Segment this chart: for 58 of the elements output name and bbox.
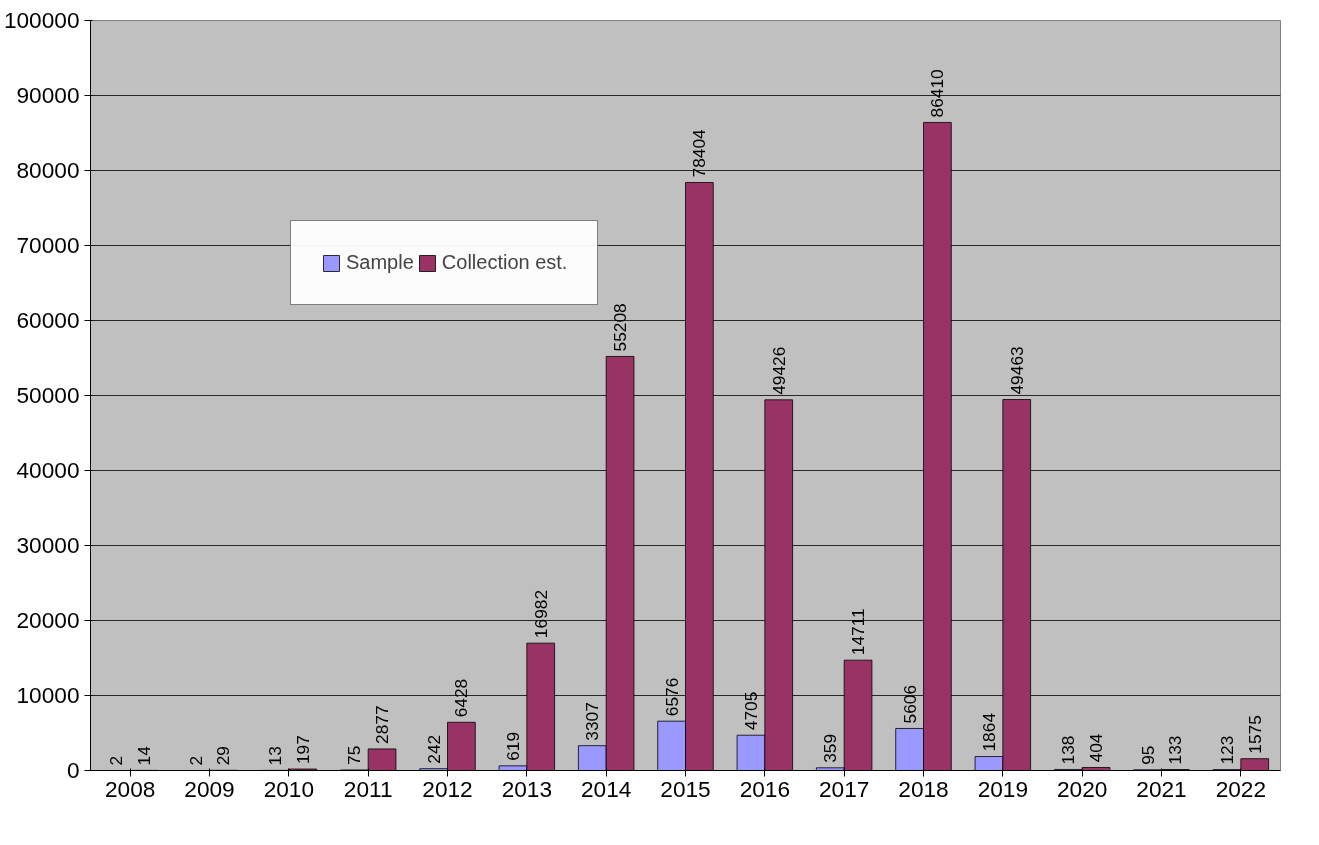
x-tick-label: 2010 [263,775,315,802]
x-tick-label: 2013 [501,775,553,802]
y-tick-label: 70000 [16,232,80,258]
data-label: 2 [185,755,206,766]
legend-label: Collection est. [441,251,568,274]
data-label: 14 [134,745,155,766]
data-label: 404 [1086,733,1107,763]
data-label: 359 [820,733,841,763]
y-tick-label: 0 [66,757,80,783]
data-label: 242 [423,734,444,764]
y-tick-label: 20000 [16,607,80,633]
data-label: 13 [264,746,285,766]
x-tick-label: 2018 [898,775,949,802]
data-label: 3307 [582,702,603,741]
data-label: 16982 [530,589,551,639]
data-label: 133 [1165,735,1186,765]
data-label: 4705 [740,691,761,731]
data-label: 55208 [610,303,631,352]
data-label: 6428 [451,678,472,718]
data-label: 197 [292,735,313,765]
y-tick-label: 60000 [16,307,80,333]
y-tick-label: 80000 [16,157,80,183]
x-tick-label: 2015 [660,775,711,802]
data-label: 75 [344,745,365,765]
data-label: 2 [106,755,127,766]
x-tick-label: 2009 [184,775,235,802]
data-label: 49463 [1006,346,1027,395]
data-label: 1575 [1244,715,1265,754]
x-tick-label: 2021 [1136,775,1187,802]
x-tick-label: 2014 [580,775,632,802]
y-tick-label: 100000 [3,7,80,33]
data-label: 138 [1058,735,1079,765]
data-label: 14711 [848,608,869,656]
data-label: 29 [213,746,234,766]
y-tick-label: 40000 [16,457,80,483]
x-tick-label: 2012 [422,775,473,802]
y-tick-label: 10000 [16,682,80,708]
data-label: 2877 [372,705,393,744]
x-tick-label: 2011 [343,775,393,802]
data-label: 123 [1216,735,1237,765]
y-tick-label: 50000 [16,382,80,408]
y-tick-label: 30000 [16,532,80,558]
data-label: 95 [1137,745,1158,765]
data-label: 1864 [978,712,999,752]
x-tick-label: 2008 [104,775,156,802]
x-tick-label: 2016 [739,775,791,802]
y-tick-label: 90000 [16,82,80,108]
data-label: 86410 [927,69,948,118]
data-label: 5606 [899,684,920,724]
data-label: 49426 [768,346,789,395]
x-tick-label: 2017 [818,775,870,802]
x-tick-label: 2020 [1056,775,1108,802]
legend-label: Sample [346,251,414,274]
x-tick-label: 2022 [1215,775,1267,802]
data-label: 6576 [661,677,682,717]
data-label: 619 [502,731,523,761]
data-label: 78404 [689,128,710,178]
x-tick-label: 2019 [977,775,1029,802]
